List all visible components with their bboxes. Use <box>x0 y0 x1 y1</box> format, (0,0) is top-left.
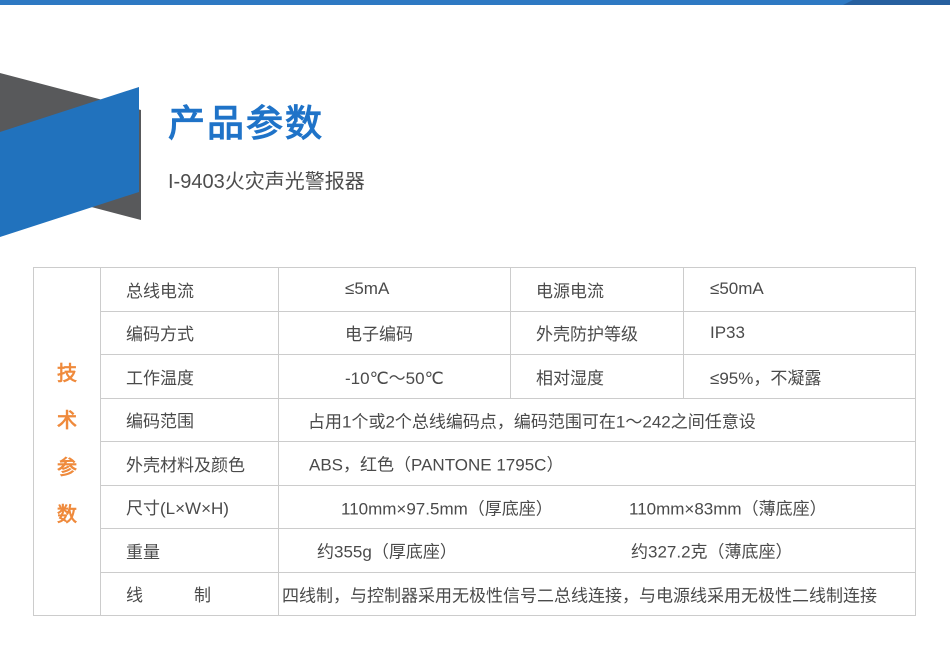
spec-value: 占用1个或2个总线编码点，编码范围可在1～242之间任意设 <box>308 412 756 432</box>
table-row: 编码范围 占用1个或2个总线编码点，编码范围可在1～242之间任意设 <box>101 397 915 442</box>
spec-label: 外壳材料及颜色 <box>101 442 279 485</box>
spec-label: 尺寸(L×W×H) <box>101 485 279 528</box>
spec-label: 总线电流 <box>101 268 279 311</box>
spec-label: 相对湿度 <box>511 355 684 398</box>
table-row: 总线电流 ≤5mA 电源电流 ≤50mA <box>101 268 915 311</box>
table-row: 线 制 四线制，与控制器采用无极性信号二总线连接，与电源线采用无极性二线制连接 <box>101 571 915 616</box>
spec-value-span: 四线制，与控制器采用无极性信号二总线连接，与电源线采用无极性二线制连接 <box>279 573 915 616</box>
table-row: 重量 约355g（厚底座） 约327.2克（薄底座） <box>101 528 915 572</box>
spec-value-thick-base: 110mm×97.5mm（厚底座） <box>341 499 553 519</box>
spec-value: ≤95%，不凝露 <box>710 368 822 388</box>
spec-value: ABS，红色（PANTONE 1795C） <box>309 455 564 475</box>
spec-label: 线 制 <box>101 572 279 615</box>
spec-value-thin-base: 110mm×83mm（薄底座） <box>629 499 827 519</box>
top-bar-dark-segment <box>843 0 950 5</box>
spec-label: 编码范围 <box>101 398 279 441</box>
spec-table: 技 术 参 数 总线电流 ≤5mA 电源电流 ≤50mA 编码方式 电子编码 外… <box>33 267 916 616</box>
spec-value-span: 占用1个或2个总线编码点，编码范围可在1～242之间任意设 <box>279 399 915 442</box>
table-row: 尺寸(L×W×H) 110mm×97.5mm（厚底座） 110mm×83mm（薄… <box>101 484 915 529</box>
spec-value: ≤50mA <box>710 279 764 299</box>
vertical-header-char: 数 <box>57 503 77 526</box>
spec-value-thin-base: 约327.2克（薄底座） <box>631 542 793 562</box>
spec-label: 重量 <box>101 529 279 572</box>
top-bar <box>0 0 950 5</box>
spec-value-thick-base: 约355g（厚底座） <box>317 542 457 562</box>
spec-value: -10℃～50℃ <box>279 355 511 398</box>
spec-table-rows: 总线电流 ≤5mA 电源电流 ≤50mA 编码方式 电子编码 外壳防护等级 IP… <box>101 268 915 615</box>
spec-value: ≤5mA <box>279 268 511 311</box>
spec-label: 电源电流 <box>511 268 684 311</box>
spec-value: 四线制，与控制器采用无极性信号二总线连接，与电源线采用无极性二线制连接 <box>282 586 877 606</box>
spec-label: 外壳防护等级 <box>511 311 684 354</box>
table-row: 外壳材料及颜色 ABS，红色（PANTONE 1795C） <box>101 441 915 485</box>
page-title: 产品参数 <box>168 103 324 144</box>
spec-value: 电子编码 <box>279 311 511 354</box>
spec-value-span: 约355g（厚底座） 约327.2克（薄底座） <box>279 529 915 572</box>
spec-value: IP33 <box>710 322 745 342</box>
spec-table-vertical-header: 技 术 参 数 <box>34 268 101 615</box>
vertical-header-char: 参 <box>57 456 77 479</box>
vertical-header-char: 技 <box>57 362 77 385</box>
vertical-header-char: 术 <box>57 409 77 432</box>
table-row: 工作温度 -10℃～50℃ 相对湿度 ≤95%，不凝露 <box>101 354 915 398</box>
spec-label: 编码方式 <box>101 311 279 354</box>
spec-value-span: ABS，红色（PANTONE 1795C） <box>279 442 915 485</box>
spec-label: 工作温度 <box>101 355 279 398</box>
table-row: 编码方式 电子编码 外壳防护等级 IP33 <box>101 310 915 354</box>
product-name: I-9403火灾声光警报器 <box>168 171 365 193</box>
spec-value-span: 110mm×97.5mm（厚底座） 110mm×83mm（薄底座） <box>279 486 915 529</box>
